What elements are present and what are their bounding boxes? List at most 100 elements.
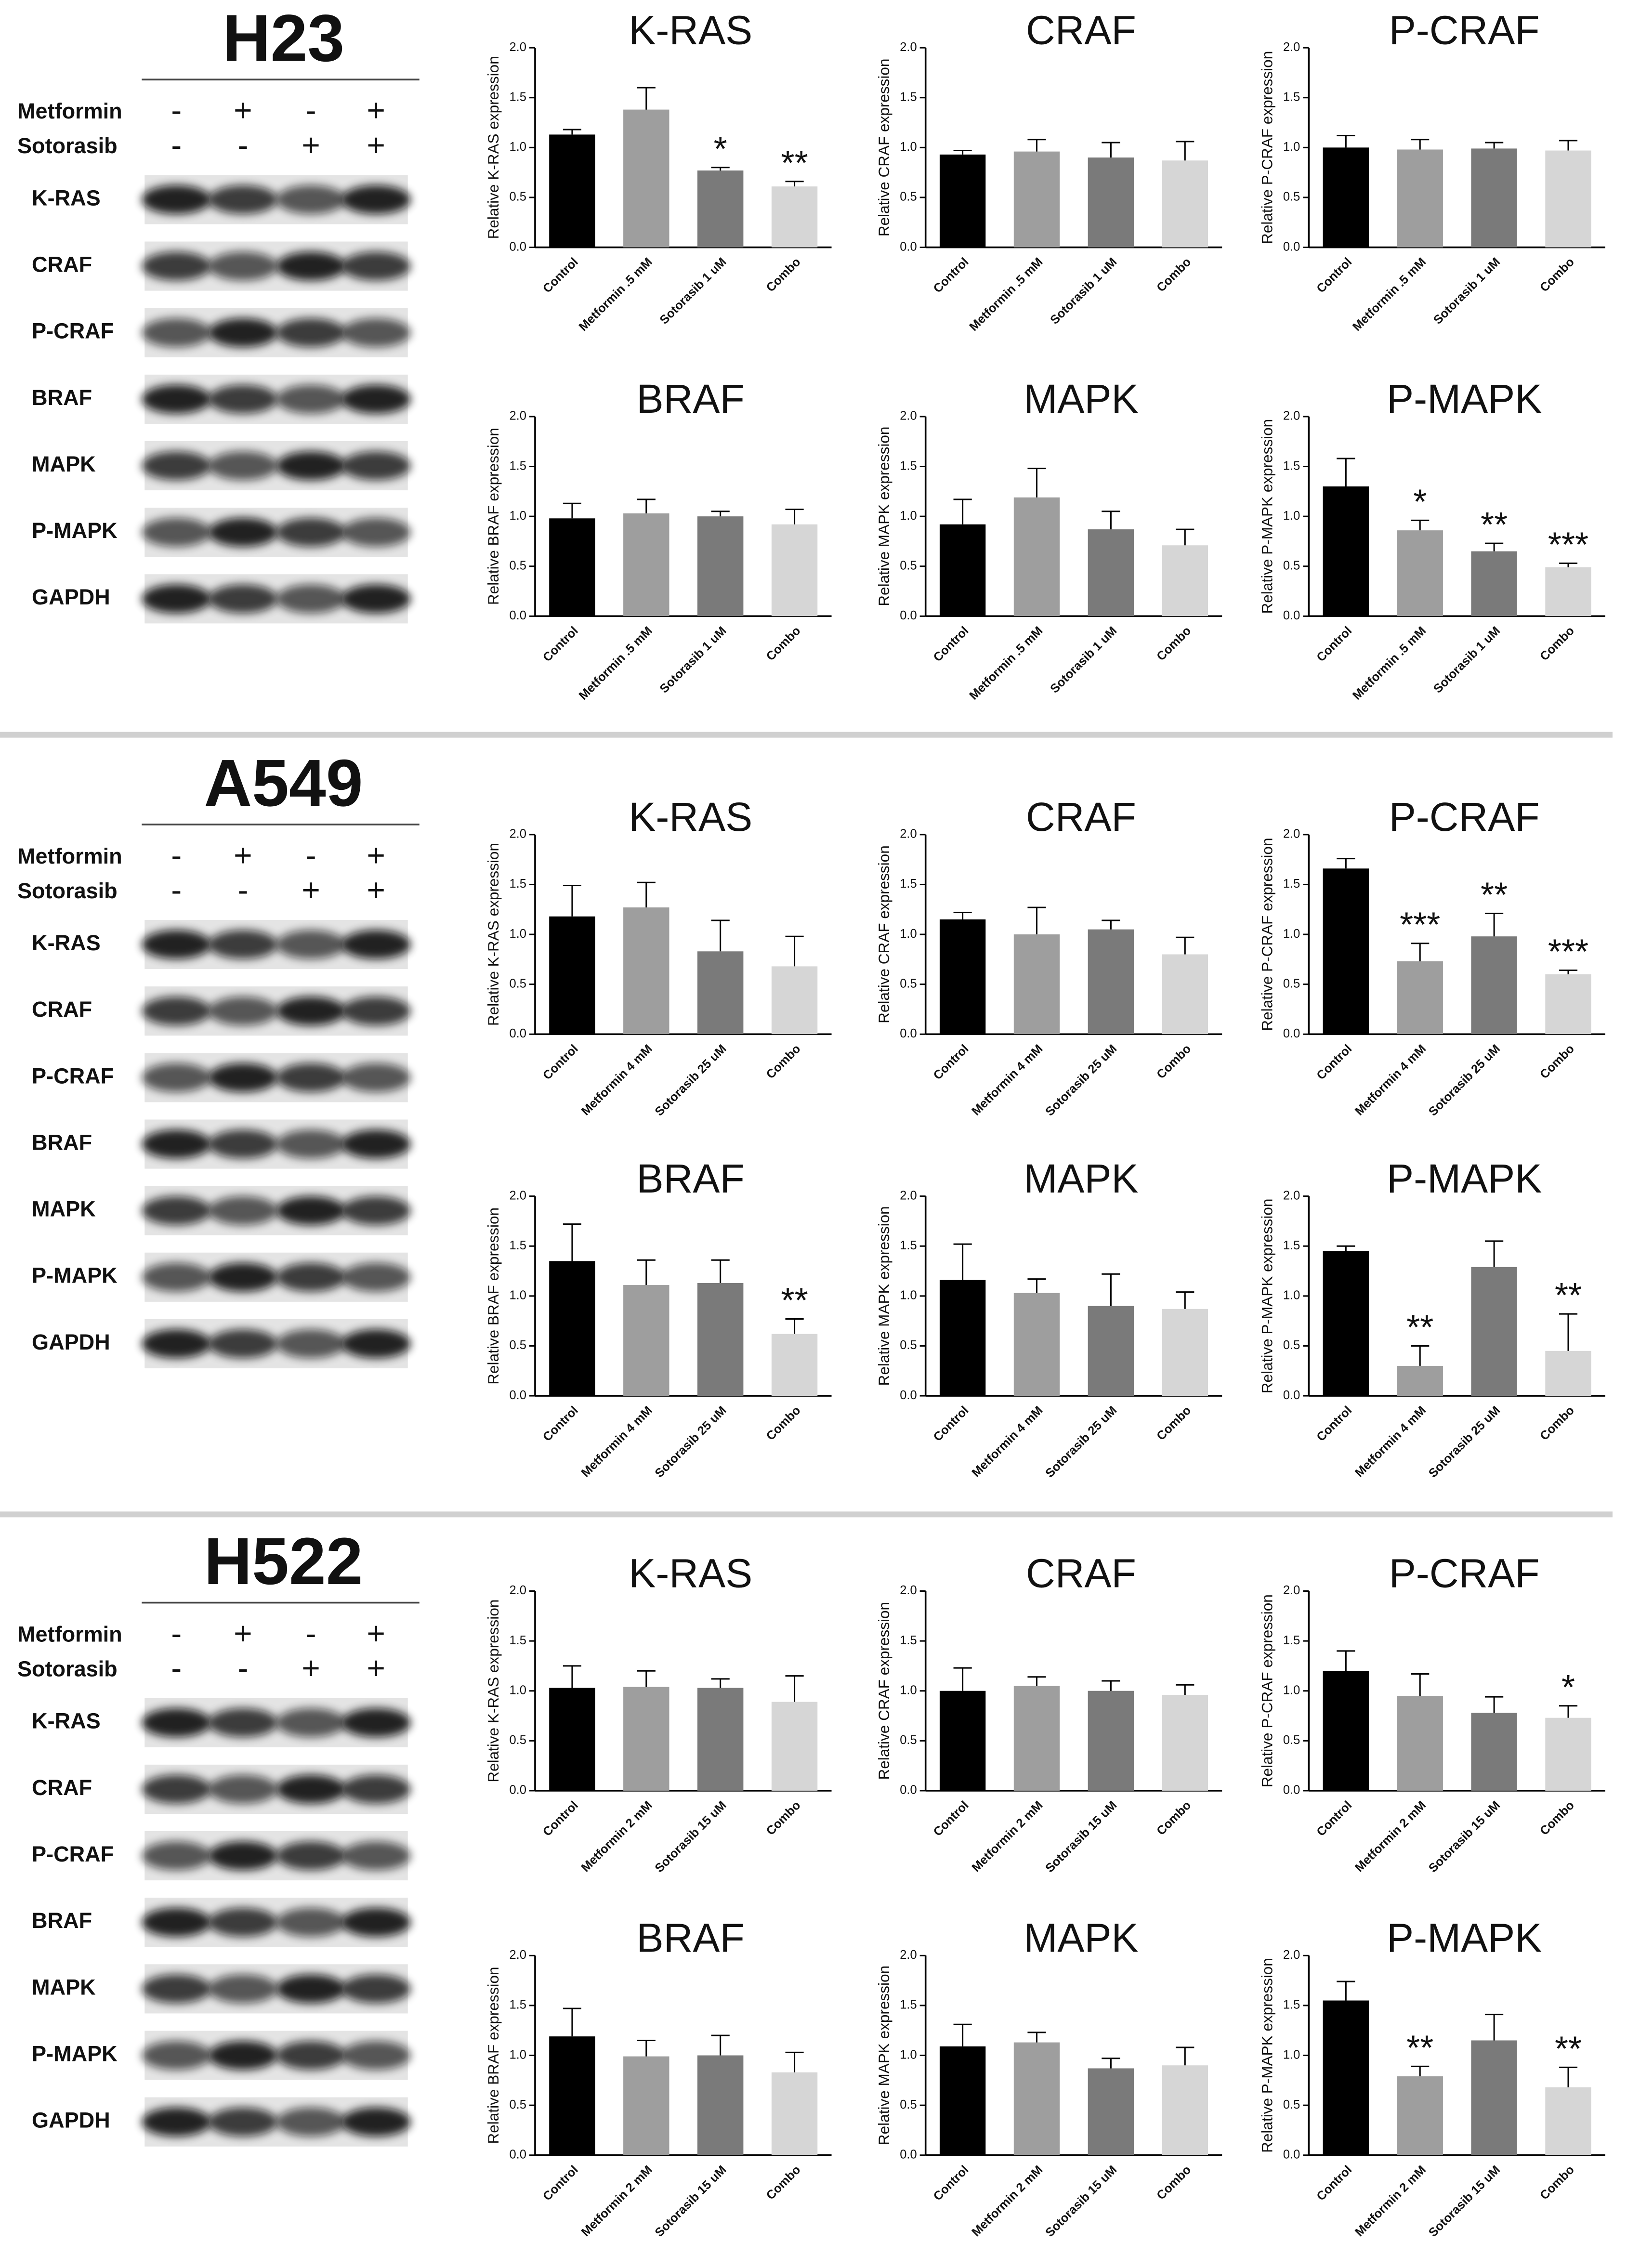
error-bar xyxy=(711,1678,730,1688)
treatment-label: Sotorasib xyxy=(17,878,118,903)
blot-band xyxy=(276,1329,346,1358)
blot-band xyxy=(142,185,211,214)
significance: *** xyxy=(1548,933,1588,971)
y-tick-label: 0.0 xyxy=(900,609,917,622)
bar xyxy=(939,1691,986,1791)
y-tick-label: 2.0 xyxy=(1283,827,1300,841)
bar xyxy=(1397,530,1443,616)
y-axis-label: Relative P-MAPK expression xyxy=(1259,1199,1276,1394)
bar xyxy=(1013,2042,1060,2155)
bar xyxy=(1545,1350,1591,1396)
bar xyxy=(1471,1267,1517,1396)
blot-band xyxy=(341,451,411,481)
blot-band xyxy=(276,518,346,547)
bar xyxy=(1013,1293,1060,1396)
y-axis-label: Relative CRAF expression xyxy=(875,1602,892,1780)
error-bar xyxy=(1485,142,1504,149)
bar xyxy=(1397,2076,1443,2155)
chart-title: P-MAPK xyxy=(1387,1156,1542,1201)
treatment-sign: + xyxy=(367,1650,385,1686)
y-tick-label: 1.5 xyxy=(509,877,526,891)
bar xyxy=(771,2072,818,2155)
chart-title: MAPK xyxy=(1023,1156,1138,1201)
error-bar xyxy=(1102,1273,1120,1306)
treatment-sign: - xyxy=(171,837,182,873)
error-bar xyxy=(1027,2032,1046,2043)
y-tick-label: 1.5 xyxy=(509,1239,526,1252)
bar xyxy=(623,1687,669,1791)
error-bar xyxy=(1102,511,1120,530)
y-tick-label: 1.0 xyxy=(1283,1289,1300,1302)
blot-label: P-MAPK xyxy=(32,518,118,543)
y-tick-label: 2.0 xyxy=(900,1584,917,1597)
bar xyxy=(771,966,818,1035)
error-bar xyxy=(1102,919,1120,930)
bar xyxy=(939,1280,986,1396)
y-tick-label: 0.5 xyxy=(900,1338,917,1352)
treatment-sign: - xyxy=(237,872,248,907)
blot-band xyxy=(341,318,411,347)
blot-label: BRAF xyxy=(32,385,92,410)
chart-title: K-RAS xyxy=(629,1551,752,1596)
error-bar xyxy=(1102,1680,1120,1691)
chart-title: MAPK xyxy=(1023,1915,1138,1960)
blot-band xyxy=(276,1063,346,1092)
blot-band xyxy=(142,384,211,414)
error-bar xyxy=(1411,1345,1430,1366)
treatment-label: Metformin xyxy=(17,844,122,868)
y-tick-label: 1.0 xyxy=(900,927,917,941)
blot-band xyxy=(341,1908,411,1937)
treatment-sign: - xyxy=(171,127,182,163)
bar xyxy=(1088,1306,1134,1396)
bar xyxy=(697,951,744,1035)
blot-band xyxy=(276,584,346,614)
blot-band xyxy=(276,1262,346,1292)
blot-band xyxy=(208,930,278,959)
bar xyxy=(1545,1717,1591,1791)
error-bar xyxy=(1027,1676,1046,1686)
error-bar xyxy=(1102,2058,1120,2069)
treatment-sign: - xyxy=(306,837,316,873)
y-axis-label: Relative K-RAS expression xyxy=(485,843,502,1026)
treatment-label: Metformin xyxy=(17,99,122,123)
y-axis-label: Relative MAPK expression xyxy=(875,1206,892,1386)
blot-band xyxy=(208,1841,278,1871)
y-tick-label: 1.5 xyxy=(1283,90,1300,104)
error-bar xyxy=(711,919,730,952)
y-tick-label: 1.5 xyxy=(1283,1998,1300,2012)
treatment-sign: - xyxy=(306,1615,316,1651)
y-tick-label: 2.0 xyxy=(509,409,526,423)
error-bar xyxy=(1485,1240,1504,1267)
error-bar xyxy=(1337,134,1355,148)
bar xyxy=(549,1688,595,1791)
blot-label: K-RAS xyxy=(32,185,101,210)
blot-band xyxy=(276,2041,346,2070)
bar xyxy=(1323,1251,1369,1396)
y-tick-label: 1.5 xyxy=(900,1998,917,2012)
error-bar xyxy=(1176,1291,1194,1309)
blot-band xyxy=(142,1774,211,1804)
y-tick-label: 1.5 xyxy=(1283,1239,1300,1252)
error-bar xyxy=(711,167,730,170)
y-tick-label: 1.0 xyxy=(900,509,917,523)
blot-band xyxy=(341,2107,411,2137)
significance: ** xyxy=(781,144,808,183)
bar xyxy=(623,907,669,1035)
treatment-sign: + xyxy=(234,92,252,128)
blot-label: P-MAPK xyxy=(32,1263,118,1288)
bar xyxy=(1088,929,1134,1035)
blot-band xyxy=(208,185,278,214)
bar xyxy=(1471,936,1517,1035)
bar xyxy=(1088,1691,1134,1791)
bar xyxy=(1323,486,1369,616)
chart-title: CRAF xyxy=(1026,794,1136,839)
error-bar xyxy=(1337,1980,1355,2001)
bar xyxy=(771,1702,818,1791)
separator xyxy=(0,1511,1613,1518)
error-bar xyxy=(563,1665,582,1688)
chart-title: CRAF xyxy=(1026,7,1136,52)
cell-line-title: A549 xyxy=(204,746,363,820)
blot-label: P-MAPK xyxy=(32,2041,118,2066)
y-tick-label: 1.5 xyxy=(1283,877,1300,891)
blot-band xyxy=(276,930,346,959)
